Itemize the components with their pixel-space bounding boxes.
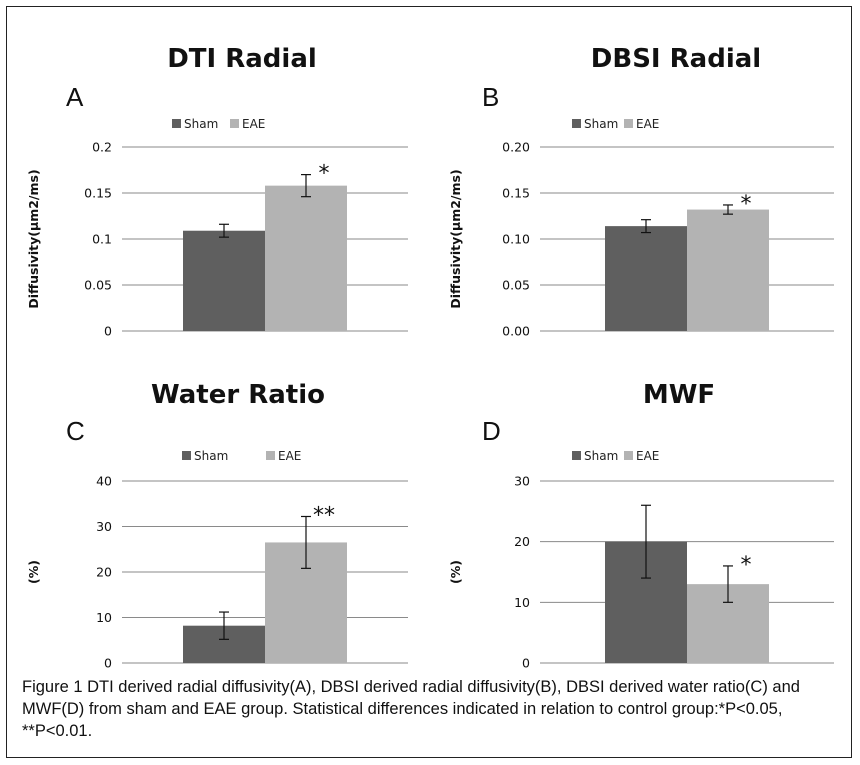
- legend-label-eae: EAE: [636, 117, 659, 131]
- panel-d-chart: MWF D Sham EAE 0 10 20 30 (%) *: [448, 380, 834, 671]
- y-tick-label: 0.00: [502, 324, 530, 339]
- bar-eae: [687, 209, 769, 331]
- chart-title-d: MWF: [643, 380, 715, 410]
- y-tick-label: 0.2: [92, 140, 112, 155]
- panel-c-chart: Water Ratio C Sham EAE 0 10 20 30 40 (%) **: [26, 380, 408, 671]
- y-tick-label: 0.05: [84, 278, 112, 293]
- significance-marker: *: [741, 553, 752, 578]
- legend-swatch-eae: [624, 119, 633, 128]
- panel-letter-c: C: [66, 416, 85, 446]
- y-tick-label: 40: [96, 474, 112, 489]
- y-axis-label-b: Diffusivity(µm2/ms): [448, 169, 463, 308]
- y-tick-label: 20: [96, 565, 112, 580]
- y-tick-label: 0.15: [502, 186, 530, 201]
- significance-marker: **: [313, 503, 335, 528]
- legend-label-sham: Sham: [194, 449, 228, 463]
- bar-sham: [605, 226, 687, 331]
- y-tick-label: 0.15: [84, 186, 112, 201]
- panel-letter-d: D: [482, 416, 501, 446]
- legend-label-sham: Sham: [184, 117, 218, 131]
- y-tick-label: 0: [104, 324, 112, 339]
- y-tick-label: 0.05: [502, 278, 530, 293]
- y-tick-label: 0: [104, 656, 112, 671]
- bar-eae: [265, 185, 347, 331]
- legend-swatch-eae: [230, 119, 239, 128]
- legend-swatch-eae: [624, 451, 633, 460]
- chart-title-a: DTI Radial: [167, 44, 317, 74]
- y-tick-label: 30: [96, 519, 112, 534]
- y-tick-label: 30: [514, 474, 530, 489]
- y-tick-label: 20: [514, 534, 530, 549]
- y-axis-label-c: (%): [26, 560, 41, 584]
- y-tick-label: 0.20: [502, 140, 530, 155]
- panel-a-chart: DTI Radial A Sham EAE 0 0.05 0.1 0.15 0.2 Diffusi…: [26, 44, 408, 339]
- figure-frame: [6, 6, 852, 758]
- legend-label-eae: EAE: [242, 117, 265, 131]
- panel-b-chart: DBSI Radial B Sham EAE 0.00 0.05 0.10 0.15 0.20 D…: [448, 44, 834, 339]
- legend-label-eae: EAE: [636, 449, 659, 463]
- legend-swatch-sham: [572, 119, 581, 128]
- y-axis-label-d: (%): [448, 560, 463, 584]
- legend-swatch-sham: [572, 451, 581, 460]
- significance-marker: *: [741, 192, 752, 217]
- significance-marker: *: [319, 162, 330, 187]
- legend-swatch-sham: [172, 119, 181, 128]
- legend-label-sham: Sham: [584, 449, 618, 463]
- y-tick-label: 0: [522, 656, 530, 671]
- chart-title-b: DBSI Radial: [591, 44, 761, 74]
- bar-sham: [183, 230, 265, 331]
- panel-letter-a: A: [66, 82, 84, 112]
- y-tick-label: 0.1: [92, 232, 112, 247]
- figure-caption: Figure 1 DTI derived radial diffusivity(…: [22, 678, 800, 740]
- legend-label-eae: EAE: [278, 449, 301, 463]
- legend-label-sham: Sham: [584, 117, 618, 131]
- legend-swatch-eae: [266, 451, 275, 460]
- chart-title-c: Water Ratio: [151, 380, 325, 410]
- panel-letter-b: B: [482, 82, 499, 112]
- y-tick-label: 10: [96, 610, 112, 625]
- legend-swatch-sham: [182, 451, 191, 460]
- y-tick-label: 0.10: [502, 232, 530, 247]
- y-axis-label-a: Diffusivity(µm2/ms): [26, 169, 41, 308]
- y-tick-label: 10: [514, 595, 530, 610]
